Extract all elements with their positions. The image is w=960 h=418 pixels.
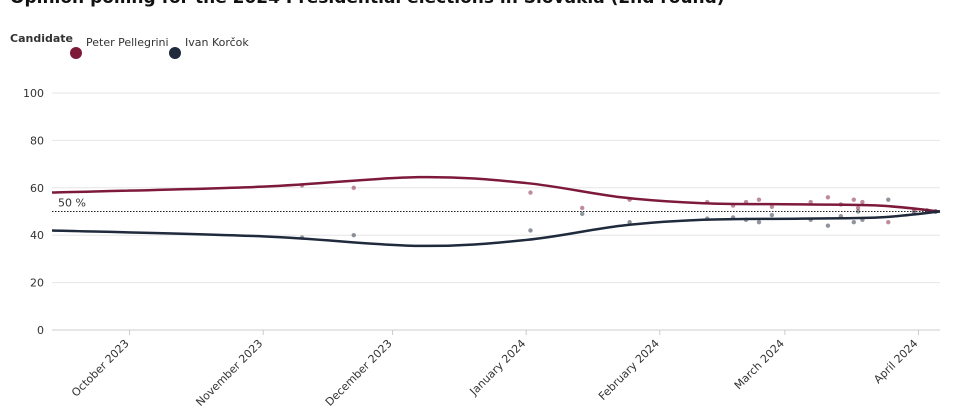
x-tick-label: November 2023 xyxy=(193,337,265,409)
poll-point xyxy=(769,212,775,218)
trend-line xyxy=(51,175,941,213)
poll-point xyxy=(860,199,865,205)
x-tick-label: February 2024 xyxy=(596,337,662,403)
poll-point xyxy=(769,204,775,209)
poll-point xyxy=(528,190,533,195)
poll-point xyxy=(886,197,891,202)
legend-marker xyxy=(70,47,82,59)
poll-point xyxy=(627,219,632,225)
x-tick-label: December 2023 xyxy=(323,337,395,409)
y-tick-label: 0 xyxy=(37,324,44,337)
poll-point xyxy=(351,185,356,190)
x-tick-label: April 2024 xyxy=(871,337,920,386)
poll-point xyxy=(528,228,533,233)
x-tick-label: March 2024 xyxy=(732,337,787,392)
poll-point xyxy=(825,223,831,228)
chart-title: Opinion polling for the 2024 Presidentia… xyxy=(10,0,725,8)
legend-label: Peter Pellegrini xyxy=(86,36,169,49)
x-tick-label: January 2024 xyxy=(467,337,529,399)
poll-point xyxy=(756,197,762,202)
poll-point xyxy=(808,199,813,205)
poll-point xyxy=(825,195,831,200)
legend-title: Candidate xyxy=(10,32,73,45)
legend-label: Ivan Korčok xyxy=(185,36,249,49)
y-tick-label: 80 xyxy=(30,134,44,147)
poll-point xyxy=(855,205,861,211)
x-tick-label: October 2023 xyxy=(69,337,132,400)
poll-point xyxy=(756,219,762,225)
poll-point xyxy=(580,211,585,217)
poll-point xyxy=(580,205,585,211)
reference-label: 50 % xyxy=(58,197,86,210)
legend-marker xyxy=(169,47,181,59)
poll-point xyxy=(886,219,891,225)
poll-point xyxy=(855,209,861,214)
poll-point xyxy=(851,219,856,225)
poll-point xyxy=(351,233,356,238)
y-tick-label: 60 xyxy=(30,182,44,195)
y-tick-label: 40 xyxy=(30,229,44,242)
poll-point xyxy=(851,197,856,202)
y-tick-label: 20 xyxy=(30,277,44,290)
y-tick-label: 100 xyxy=(23,87,44,100)
trend-line xyxy=(51,210,941,248)
